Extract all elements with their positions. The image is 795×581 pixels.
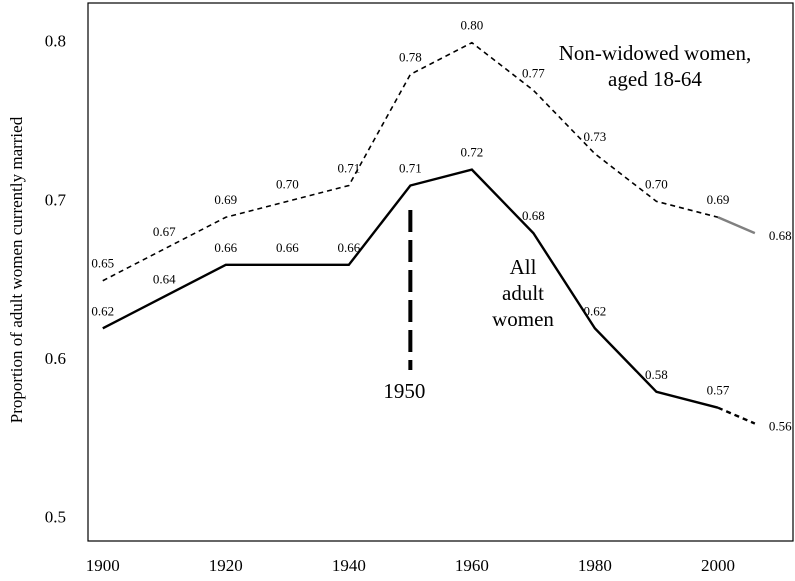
data-label: 0.68 <box>769 228 792 243</box>
y-tick-label: 0.8 <box>45 32 66 51</box>
data-label: 0.80 <box>460 18 483 33</box>
plot-frame <box>87 2 794 542</box>
data-label: 0.71 <box>337 160 360 175</box>
y-tick-label: 0.7 <box>45 190 67 209</box>
y-axis-title: Proportion of adult women currently marr… <box>7 116 26 423</box>
series-label: All adult women <box>492 255 554 331</box>
x-tick-label: 2000 <box>701 556 735 575</box>
data-label: 0.62 <box>91 303 114 318</box>
data-label: 0.68 <box>522 208 545 223</box>
data-label: 0.72 <box>460 145 483 160</box>
data-label: 0.67 <box>153 224 176 239</box>
data-label: 0.69 <box>707 192 730 207</box>
data-label: 0.62 <box>584 303 607 318</box>
data-label: 0.66 <box>337 240 360 255</box>
data-label: 0.66 <box>214 240 237 255</box>
series-extension <box>717 216 756 235</box>
data-label: 0.65 <box>91 256 114 271</box>
annotation: 1950 <box>383 379 425 403</box>
x-tick-label: 1940 <box>332 556 366 575</box>
data-label: 0.70 <box>276 176 299 191</box>
data-label: 0.71 <box>399 160 422 175</box>
data-label: 0.57 <box>707 383 730 398</box>
data-label: 0.77 <box>522 65 545 80</box>
x-tick-label: 1920 <box>209 556 243 575</box>
data-label: 0.70 <box>645 176 668 191</box>
data-label: 0.69 <box>214 192 237 207</box>
y-tick-label: 0.6 <box>45 349 66 368</box>
x-tick-label: 1980 <box>578 556 612 575</box>
series-extension <box>717 406 756 425</box>
data-label: 0.64 <box>153 272 176 287</box>
data-label: 0.56 <box>769 419 792 434</box>
x-tick-label: 1900 <box>86 556 120 575</box>
y-tick-label: 0.5 <box>45 508 66 527</box>
series-label: Non-widowed women, aged 18-64 <box>558 41 752 91</box>
data-label: 0.78 <box>399 49 422 64</box>
data-label: 0.73 <box>584 129 607 144</box>
data-label: 0.58 <box>645 367 668 382</box>
data-label: 0.66 <box>276 240 299 255</box>
x-tick-label: 1960 <box>455 556 489 575</box>
series-line <box>102 168 719 409</box>
